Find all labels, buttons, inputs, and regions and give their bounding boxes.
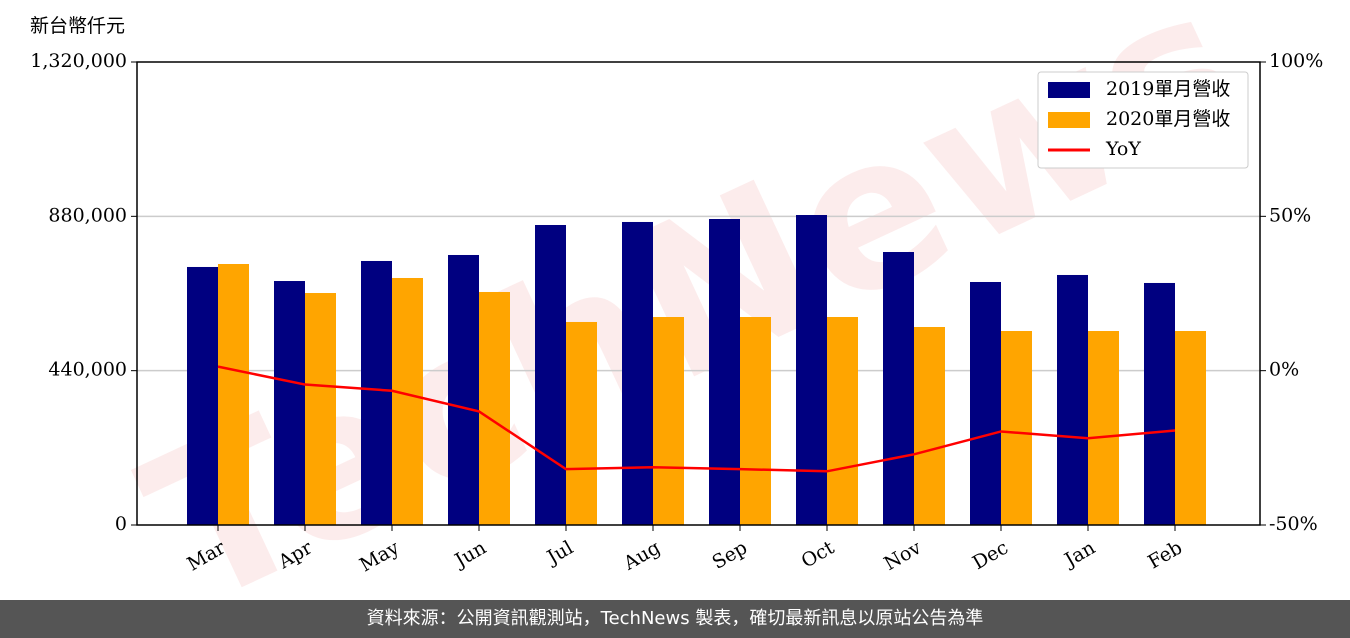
legend-swatch bbox=[1048, 112, 1090, 128]
bar bbox=[218, 264, 249, 525]
bar bbox=[1088, 330, 1119, 525]
bar bbox=[827, 317, 858, 525]
bar bbox=[1057, 274, 1088, 525]
legend-box bbox=[1037, 71, 1249, 169]
bar bbox=[709, 218, 740, 525]
bar bbox=[305, 293, 336, 525]
bar bbox=[361, 260, 392, 525]
y2-tick-label: 100% bbox=[1269, 50, 1323, 72]
bar bbox=[479, 291, 510, 525]
x-tick-label: Aug bbox=[619, 537, 664, 576]
y-tick-label: 880,000 bbox=[48, 204, 127, 226]
bar bbox=[622, 221, 653, 525]
legend-label: 2019單月營收 bbox=[1106, 78, 1230, 100]
bar bbox=[274, 281, 305, 525]
bar bbox=[1144, 282, 1175, 525]
legend-swatch bbox=[1048, 82, 1090, 98]
bar bbox=[740, 317, 771, 525]
y2-tick-label: 50% bbox=[1269, 204, 1311, 226]
bar bbox=[392, 277, 423, 525]
x-tick-label: Sep bbox=[708, 537, 751, 574]
bar bbox=[187, 266, 218, 525]
bar bbox=[914, 326, 945, 525]
bar bbox=[970, 281, 1001, 525]
x-tick-label: Feb bbox=[1144, 537, 1186, 574]
x-tick-label: Jan bbox=[1059, 537, 1099, 573]
bar bbox=[448, 254, 479, 525]
bar bbox=[883, 252, 914, 525]
x-tick-label: Oct bbox=[798, 536, 839, 572]
legend-label: YoY bbox=[1105, 138, 1141, 160]
y-tick-label: 440,000 bbox=[48, 359, 127, 381]
plot-frame bbox=[136, 61, 1261, 526]
y-axis-label: 新台幣仟元 bbox=[30, 15, 125, 37]
bar bbox=[535, 224, 566, 525]
bar bbox=[1001, 330, 1032, 525]
x-tick-label: Dec bbox=[969, 537, 1012, 575]
legend-label: 2020單月營收 bbox=[1106, 108, 1230, 130]
chart: 新台幣仟元 TechNews 0440,000880,0001,320,000-… bbox=[30, 0, 1323, 600]
x-tick-label: Nov bbox=[880, 536, 925, 575]
footer: 資料來源：公開資訊觀測站，TechNews 製表，確切最新訊息以原站公告為準 bbox=[0, 600, 1350, 638]
y-tick-label: 0 bbox=[115, 513, 127, 535]
bar bbox=[653, 317, 684, 525]
bar bbox=[1175, 330, 1206, 525]
bar bbox=[796, 215, 827, 525]
y2-tick-label: -50% bbox=[1269, 513, 1318, 535]
y-tick-label: 1,320,000 bbox=[30, 50, 127, 72]
x-tick-label: Jul bbox=[542, 537, 577, 570]
line bbox=[217, 365, 1176, 473]
bar bbox=[566, 321, 597, 525]
y2-tick-label: 0% bbox=[1269, 359, 1299, 381]
